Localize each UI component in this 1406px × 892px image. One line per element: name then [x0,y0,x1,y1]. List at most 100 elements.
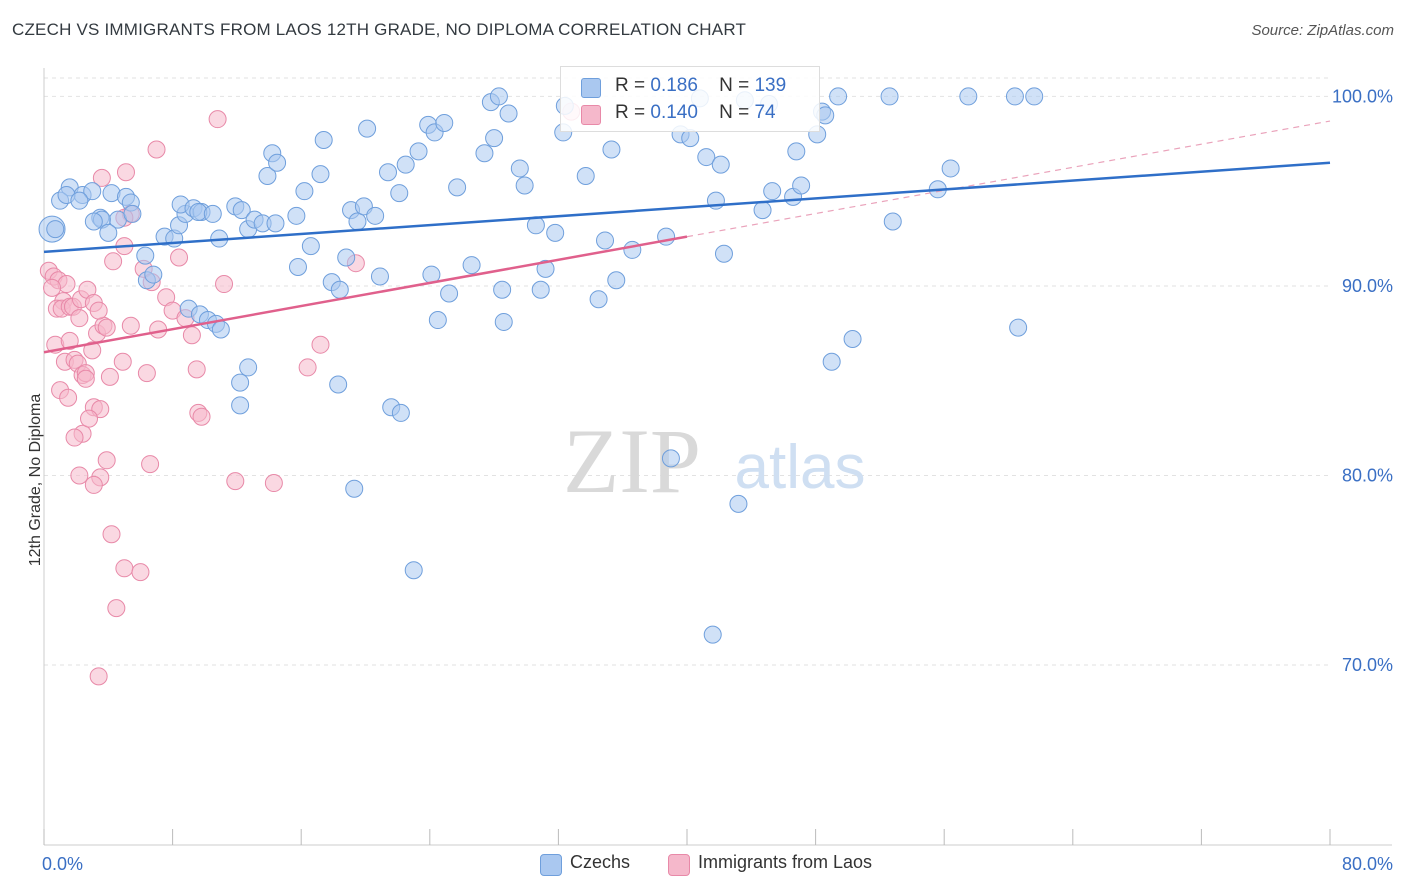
czech-point [391,403,410,422]
laos-point [121,316,140,335]
czech-point [589,290,608,309]
czech-point [370,267,389,286]
legend-swatch-czechs [540,854,562,876]
czech-point [1025,87,1044,106]
czech-point [329,375,348,394]
czech-point [510,159,529,178]
czech-point [448,178,467,197]
czech-point [123,204,142,223]
grid-lines [44,77,1330,666]
czech-point [231,396,250,415]
czech-point [661,449,680,468]
czech-point [489,87,508,106]
x-tick-label-max: 80.0% [1342,854,1393,874]
czech-point [345,479,364,498]
czech-point [390,184,409,203]
czech-point [231,373,250,392]
legend-n-value-laos: 74 [754,102,776,123]
czech-point [576,167,595,186]
czech-point [337,248,356,267]
czech-point [843,330,862,349]
czech-point [84,212,103,231]
czech-point [409,142,428,161]
laos-point [215,275,234,294]
czech-point [697,148,716,167]
laos-point [97,318,116,337]
laos-points [39,102,581,686]
czech-point [883,212,902,231]
czech-point [295,182,314,201]
czech-point [435,113,454,132]
laos-point [116,163,135,182]
czech-point [880,87,899,106]
stats-legend: R = 0.186 N = 139 R = 0.140 N = 74 [560,66,820,132]
czech-point [681,129,700,148]
laos-point [264,474,283,493]
laos-point [65,428,84,447]
czech-point [623,240,642,259]
czech-point [792,176,811,195]
czech-point [515,176,534,195]
laos-point [182,326,201,345]
watermark: ZIP atlas [563,410,865,512]
legend-n-label: N = [719,75,750,96]
legend-swatch-czechs [581,78,601,98]
laos-point [70,466,89,485]
czech-point [379,163,398,182]
watermark-atlas: atlas [735,433,866,502]
watermark-zip: ZIP [563,410,701,512]
czech-point [314,131,333,150]
laos-point [192,407,211,426]
czech-point [428,311,447,330]
czech-point [499,104,518,123]
laos-trend-line [43,235,688,354]
legend-label-laos: Immigrants from Laos [698,852,873,872]
czech-point [358,119,377,138]
czech-point [301,237,320,256]
czech-point [258,167,277,186]
czech-point [959,87,978,106]
czech-point [703,625,722,644]
czech-point [311,165,330,184]
laos-point [170,248,189,267]
czech-trend-line [43,161,1331,254]
laos-point [131,563,150,582]
czech-point [711,155,730,174]
legend-r-value-czechs: 0.186 [650,75,698,96]
czech-point [70,191,89,210]
laos-point [100,367,119,386]
axes [43,68,1392,846]
laos-point [226,472,245,491]
czech-point [46,220,65,239]
laos-point [208,110,227,129]
czech-point [729,494,748,513]
czech-point [607,271,626,290]
czech-point [941,159,960,178]
czech-point [494,312,513,331]
laos-point [311,335,330,354]
legend-r-value-laos: 0.140 [650,102,698,123]
laos-point [113,352,132,371]
czech-point [822,352,841,371]
laos-point [84,475,103,494]
laos-point [97,451,116,470]
czech-point [232,201,251,220]
laos-point [60,331,79,350]
laos-point [92,168,111,187]
laos-point [43,278,62,297]
tick-labels: 100.0% 90.0% 80.0% 70.0% 0.0% 80.0% [42,86,1393,874]
laos-point [83,341,102,360]
czech-point [462,256,481,275]
y-tick-label: 80.0% [1342,465,1393,485]
czech-point [203,204,222,223]
x-tick-label-min: 0.0% [42,854,83,874]
czech-point [287,206,306,225]
czech-point [396,155,415,174]
czech-point [266,214,285,233]
laos-trend-extension [686,120,1331,238]
legend-r-label: R = [615,75,646,96]
czech-point [144,265,163,284]
czech-point [268,153,287,172]
chart-title: CZECH VS IMMIGRANTS FROM LAOS 12TH GRADE… [12,20,747,39]
y-tick-label: 70.0% [1342,655,1393,675]
